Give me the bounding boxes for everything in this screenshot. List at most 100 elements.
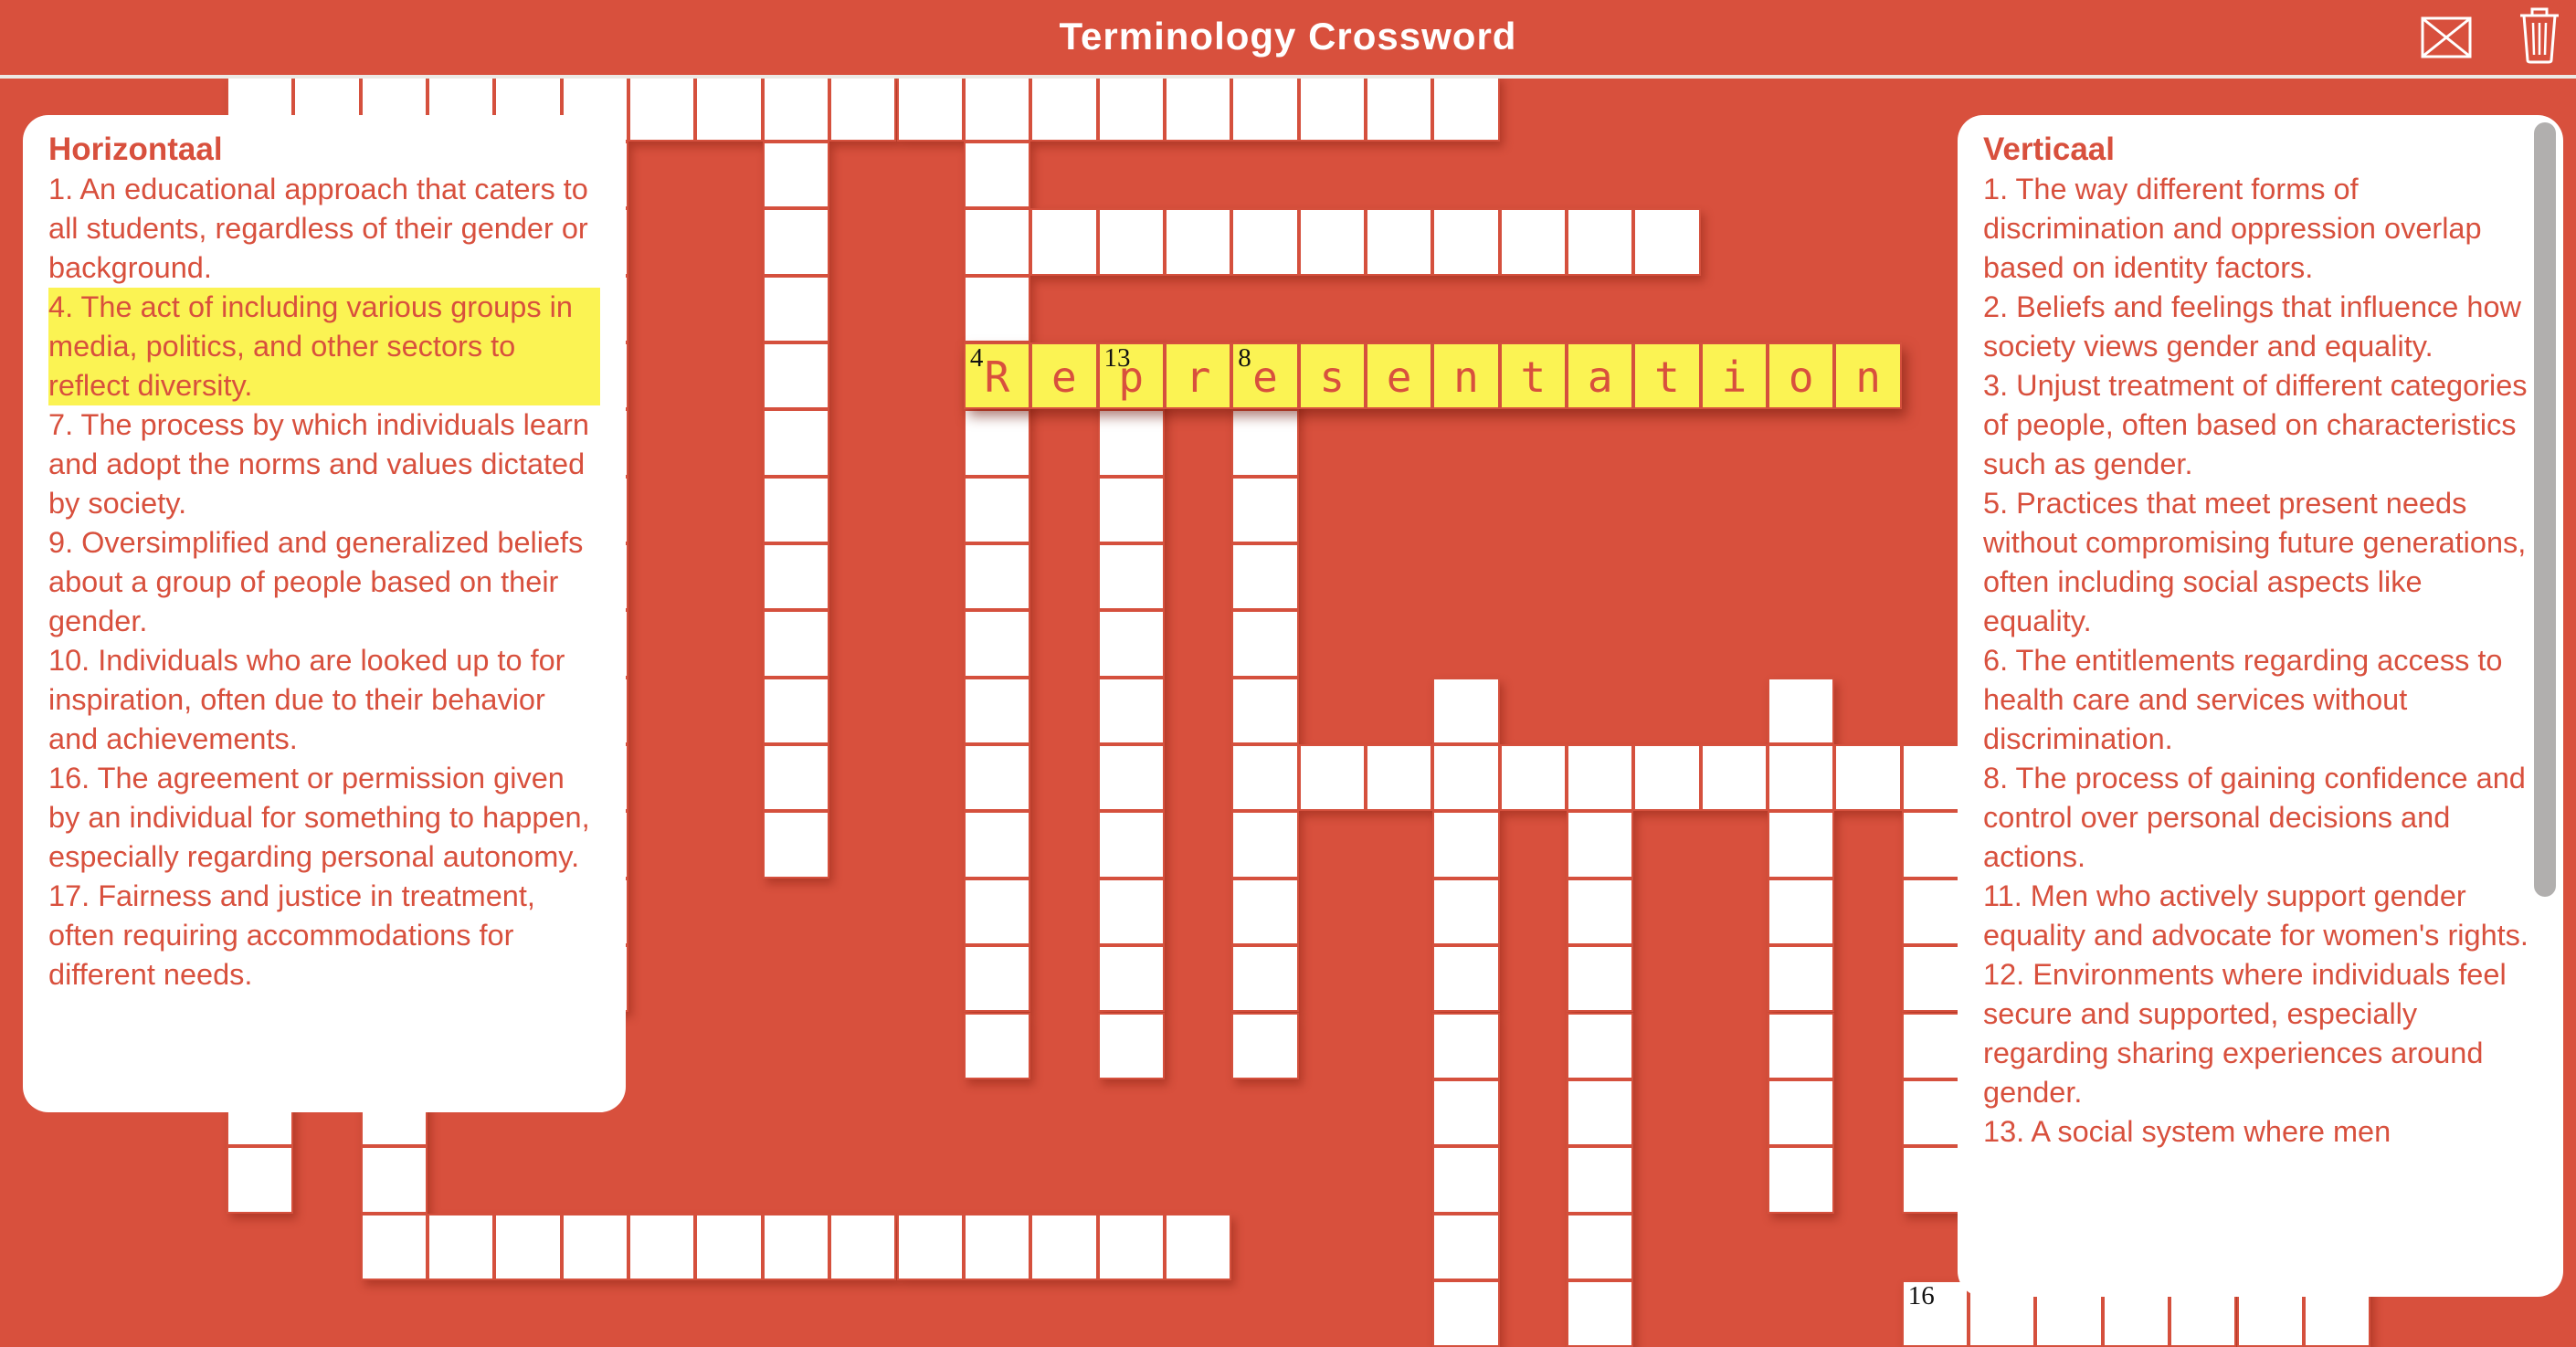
grid-cell[interactable] xyxy=(1164,1213,1232,1280)
grid-cell[interactable] xyxy=(1768,677,1835,745)
grid-cell[interactable] xyxy=(1231,677,1299,745)
grid-cell[interactable] xyxy=(829,74,897,142)
grid-cell[interactable] xyxy=(963,878,1031,946)
grid-cell[interactable] xyxy=(1432,1146,1500,1214)
grid-cell[interactable] xyxy=(1097,476,1165,544)
grid-cell[interactable]: t xyxy=(1499,342,1567,410)
grid-cell[interactable] xyxy=(628,74,696,142)
grid-cell[interactable] xyxy=(428,1213,495,1280)
grid-cell[interactable] xyxy=(762,677,830,745)
grid-cell[interactable] xyxy=(1901,744,1969,812)
grid-cell[interactable]: n xyxy=(1834,342,1902,410)
grid-cell[interactable] xyxy=(1432,208,1500,276)
grid-cell[interactable] xyxy=(1231,878,1299,946)
grid-cell[interactable] xyxy=(762,744,830,812)
grid-cell[interactable] xyxy=(963,409,1031,477)
grid-cell[interactable] xyxy=(1097,811,1165,879)
grid-cell[interactable] xyxy=(1834,744,1902,812)
grid-cell[interactable] xyxy=(1432,1012,1500,1079)
clue-item[interactable]: 1. The way different forms of discrimina… xyxy=(1983,173,2482,284)
grid-cell[interactable] xyxy=(1432,677,1500,745)
scrollbar-thumb[interactable] xyxy=(2534,122,2556,897)
grid-cell[interactable]: n xyxy=(1432,342,1500,410)
grid-cell[interactable] xyxy=(1097,74,1165,142)
grid-cell[interactable] xyxy=(1164,208,1232,276)
grid-cell[interactable] xyxy=(1768,945,1835,1013)
clue-item[interactable]: 8. The process of gaining confidence and… xyxy=(1983,762,2526,873)
grid-cell[interactable] xyxy=(1567,878,1634,946)
grid-cell[interactable] xyxy=(1768,878,1835,946)
grid-cell[interactable] xyxy=(561,1213,629,1280)
grid-cell[interactable] xyxy=(1499,744,1567,812)
grid-cell[interactable] xyxy=(1231,1012,1299,1079)
grid-cell[interactable] xyxy=(762,409,830,477)
grid-cell[interactable] xyxy=(1097,208,1165,276)
grid-cell[interactable] xyxy=(762,141,830,209)
grid-cell[interactable] xyxy=(1633,208,1701,276)
grid-cell[interactable] xyxy=(1365,208,1433,276)
grid-cell[interactable] xyxy=(1432,744,1500,812)
grid-cell[interactable]: e xyxy=(1030,342,1098,410)
grid-cell[interactable] xyxy=(1901,811,1969,879)
clue-item[interactable]: 12. Environments where individuals feel … xyxy=(1983,958,2507,1109)
grid-cell[interactable] xyxy=(1768,1012,1835,1079)
grid-cell[interactable] xyxy=(1097,677,1165,745)
grid-cell[interactable] xyxy=(695,1213,763,1280)
grid-cell[interactable] xyxy=(963,677,1031,745)
clue-item[interactable]: 10. Individuals who are looked up to for… xyxy=(48,644,565,755)
grid-cell[interactable] xyxy=(762,811,830,879)
grid-cell[interactable] xyxy=(762,1213,830,1280)
grid-cell[interactable]: o xyxy=(1768,342,1835,410)
grid-cell[interactable] xyxy=(896,74,964,142)
grid-cell[interactable] xyxy=(1365,74,1433,142)
mail-button[interactable] xyxy=(2417,9,2476,68)
grid-cell[interactable] xyxy=(1901,1146,1969,1214)
grid-cell[interactable] xyxy=(1231,945,1299,1013)
grid-cell[interactable]: i xyxy=(1700,342,1768,410)
grid-cell[interactable] xyxy=(1164,74,1232,142)
grid-cell[interactable] xyxy=(963,744,1031,812)
grid-cell[interactable] xyxy=(1097,945,1165,1013)
grid-cell[interactable] xyxy=(1633,744,1701,812)
grid-cell[interactable] xyxy=(1432,1279,1500,1347)
grid-cell[interactable] xyxy=(762,275,830,342)
grid-cell[interactable] xyxy=(1432,878,1500,946)
grid-cell[interactable] xyxy=(1432,1079,1500,1147)
grid-cell[interactable] xyxy=(1567,1146,1634,1214)
grid-cell[interactable] xyxy=(963,208,1031,276)
grid-cell[interactable] xyxy=(1097,409,1165,477)
grid-cell[interactable]: t xyxy=(1633,342,1701,410)
grid-cell[interactable] xyxy=(1231,208,1299,276)
grid-cell[interactable] xyxy=(963,1213,1031,1280)
grid-cell[interactable] xyxy=(1097,543,1165,611)
grid-cell[interactable] xyxy=(1768,1146,1835,1214)
clue-item[interactable]: 7. The process by which individuals lear… xyxy=(48,408,589,520)
grid-cell[interactable] xyxy=(227,1146,294,1214)
grid-cell[interactable] xyxy=(1097,610,1165,678)
grid-cell[interactable]: s xyxy=(1298,342,1366,410)
grid-cell[interactable] xyxy=(762,610,830,678)
grid-cell[interactable] xyxy=(762,543,830,611)
grid-cell[interactable] xyxy=(1030,1213,1098,1280)
grid-cell[interactable] xyxy=(1030,74,1098,142)
grid-cell[interactable] xyxy=(1231,543,1299,611)
grid-cell[interactable] xyxy=(1231,74,1299,142)
grid-cell[interactable] xyxy=(1298,744,1366,812)
grid-cell[interactable] xyxy=(963,610,1031,678)
grid-cell[interactable] xyxy=(494,1213,562,1280)
grid-cell[interactable]: a xyxy=(1567,342,1634,410)
grid-cell[interactable] xyxy=(1432,945,1500,1013)
clue-item[interactable]: 11. Men who actively support gender equa… xyxy=(1983,879,2528,952)
grid-cell[interactable] xyxy=(1432,811,1500,879)
clue-item[interactable]: 13. A social system where men xyxy=(1983,1115,2391,1148)
grid-cell[interactable] xyxy=(1030,208,1098,276)
grid-cell[interactable] xyxy=(1231,744,1299,812)
grid-cell[interactable] xyxy=(1901,1079,1969,1147)
grid-cell[interactable]: 13 p xyxy=(1097,342,1165,410)
grid-cell[interactable] xyxy=(963,74,1031,142)
grid-cell[interactable] xyxy=(1097,1213,1165,1280)
grid-cell[interactable] xyxy=(1231,476,1299,544)
clue-item[interactable]: 1. An educational approach that caters t… xyxy=(48,173,588,284)
grid-cell[interactable] xyxy=(1567,811,1634,879)
